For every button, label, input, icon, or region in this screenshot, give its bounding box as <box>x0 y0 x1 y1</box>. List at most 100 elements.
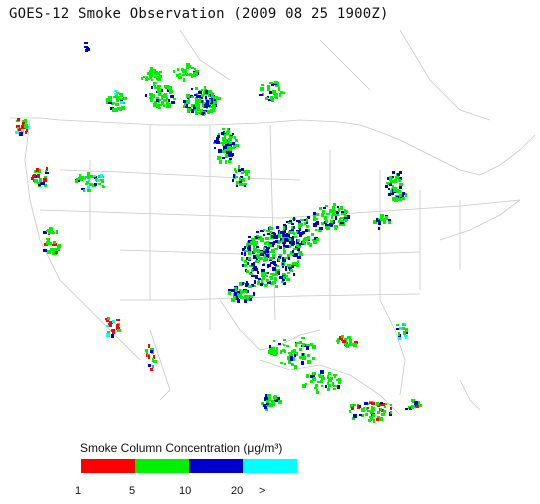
smoke-pixel <box>293 349 296 352</box>
smoke-pixel <box>392 197 396 199</box>
smoke-pixel <box>320 370 324 374</box>
smoke-pixel <box>279 254 282 257</box>
smoke-pixel <box>272 273 275 276</box>
smoke-pixel <box>163 104 165 107</box>
smoke-pixel <box>258 278 261 280</box>
smoke-pixel <box>208 90 211 93</box>
smoke-pixel <box>293 273 295 276</box>
smoke-pixel <box>297 247 300 251</box>
smoke-pixel <box>288 360 291 364</box>
smoke-pixel <box>291 265 294 268</box>
smoke-pixel <box>234 292 237 296</box>
smoke-pixel <box>207 110 210 114</box>
smoke-pixel <box>398 179 401 182</box>
smoke-pixel <box>217 136 219 139</box>
smoke-pixel <box>94 176 97 179</box>
smoke-pixel <box>116 99 119 102</box>
smoke-pixel <box>282 263 284 265</box>
smoke-pixel <box>300 219 304 221</box>
smoke-pixel <box>228 130 230 133</box>
smoke-map <box>10 29 536 423</box>
smoke-pixel <box>145 94 147 97</box>
smoke-pixel <box>235 170 237 173</box>
smoke-pixel <box>397 173 400 176</box>
smoke-pixel <box>150 68 153 71</box>
smoke-pixel <box>93 175 96 177</box>
smoke-pixel <box>394 198 398 202</box>
smoke-pixel <box>264 406 267 409</box>
smoke-pixel <box>150 350 153 353</box>
smoke-pixel <box>235 144 239 147</box>
smoke-pixel <box>396 328 400 330</box>
smoke-pixel <box>392 171 395 174</box>
smoke-pixel <box>321 385 323 387</box>
smoke-pixel <box>244 250 248 252</box>
smoke-pixel <box>21 130 24 133</box>
smoke-pixel <box>272 267 276 271</box>
smoke-pixel <box>118 96 120 100</box>
smoke-pixel <box>276 269 280 271</box>
smoke-pixel <box>26 128 28 132</box>
smoke-pixel <box>157 76 159 79</box>
smoke-pixel <box>179 73 181 75</box>
smoke-pixel <box>107 317 110 320</box>
smoke-pixel <box>282 241 286 244</box>
smoke-pixel <box>347 215 350 219</box>
smoke-pixel <box>254 241 258 244</box>
smoke-pixel <box>189 73 192 76</box>
smoke-pixel <box>285 268 287 271</box>
smoke-pixel <box>211 93 214 96</box>
smoke-pixel <box>267 266 269 268</box>
smoke-pixel <box>46 238 48 240</box>
smoke-pixel <box>283 247 285 250</box>
smoke-pixel <box>349 339 352 343</box>
smoke-pixel <box>283 339 286 341</box>
smoke-pixel <box>114 90 117 92</box>
smoke-pixel <box>302 231 305 234</box>
smoke-pixel <box>45 170 47 172</box>
smoke-pixel <box>329 223 333 227</box>
smoke-pixel <box>304 344 307 347</box>
smoke-pixel <box>263 404 266 407</box>
smoke-pixel <box>271 235 273 238</box>
smoke-pixel <box>273 233 276 236</box>
smoke-pixel <box>289 241 292 244</box>
smoke-pixel <box>149 70 152 73</box>
smoke-pixel <box>182 71 184 73</box>
smoke-pixel <box>222 157 225 159</box>
smoke-pixel <box>336 379 339 381</box>
smoke-pixel <box>116 324 119 328</box>
smoke-pixel <box>159 71 162 73</box>
smoke-pixel <box>274 235 278 239</box>
smoke-pixel <box>271 83 274 86</box>
smoke-pixel <box>111 329 115 332</box>
smoke-pixel <box>326 226 330 230</box>
smoke-pixel <box>201 100 203 103</box>
smoke-pixel <box>210 109 213 113</box>
smoke-pixel <box>183 78 185 82</box>
smoke-pixel <box>240 176 243 178</box>
smoke-pixel <box>197 112 200 114</box>
smoke-pixel <box>359 405 361 408</box>
smoke-pixel <box>310 375 313 378</box>
smoke-pixel <box>285 245 289 248</box>
smoke-pixel <box>353 343 357 347</box>
smoke-pixel <box>280 91 283 93</box>
smoke-pixel <box>106 98 108 102</box>
smoke-pixel <box>25 131 27 134</box>
smoke-pixel <box>195 87 198 90</box>
smoke-pixel <box>16 125 20 128</box>
smoke-pixel <box>248 285 252 288</box>
smoke-pixel <box>332 206 335 210</box>
smoke-pixel <box>223 140 227 144</box>
smoke-pixel <box>270 96 273 100</box>
smoke-pixel <box>384 406 386 408</box>
smoke-pixel <box>209 99 211 103</box>
smoke-pixel <box>284 238 288 242</box>
smoke-pixel <box>264 397 268 401</box>
smoke-pixel <box>279 276 283 279</box>
smoke-pixel <box>278 258 280 261</box>
smoke-pixel <box>312 345 316 349</box>
smoke-pixel <box>24 119 27 123</box>
smoke-pixel <box>44 184 47 187</box>
